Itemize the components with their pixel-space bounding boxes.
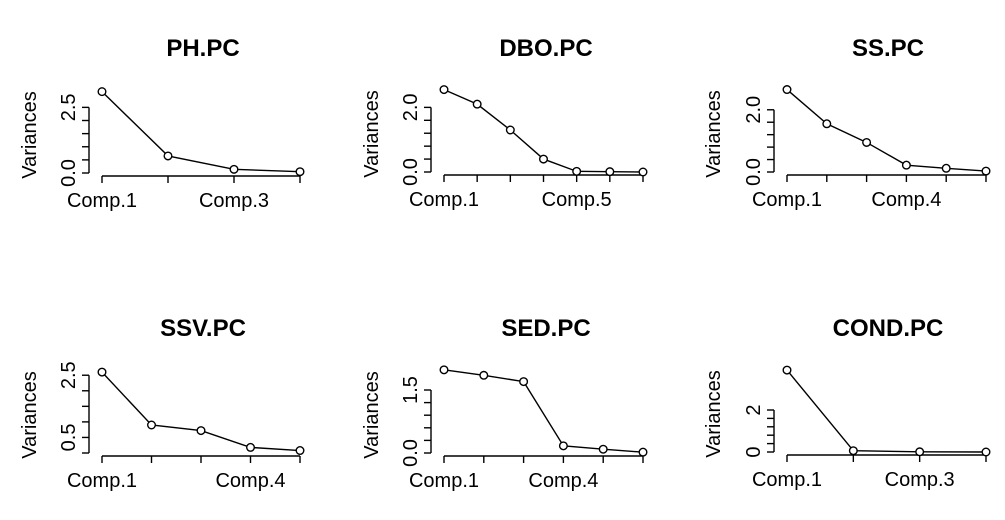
y-tick-label: 0: [743, 446, 765, 457]
variance-point: [97, 367, 107, 377]
variance-point: [439, 85, 449, 95]
y-axis-label: Variances: [19, 371, 41, 458]
x-tick-label: Comp.5: [542, 189, 612, 211]
variance-point: [862, 137, 872, 147]
variance-point: [295, 446, 305, 456]
variance-line: [101, 371, 301, 452]
variance-point: [146, 420, 156, 430]
chart-title: PH.PC: [166, 35, 239, 62]
variance-point: [519, 377, 529, 387]
variance-point: [901, 160, 911, 170]
variance-point: [605, 167, 615, 177]
variance-point: [981, 447, 991, 457]
variance-point: [941, 163, 951, 173]
y-axis-label: Variances: [703, 370, 725, 457]
x-tick-label: Comp.3: [885, 469, 955, 491]
x-tick-label: Comp.4: [871, 189, 941, 211]
variance-point: [598, 444, 608, 454]
scree-panel-dbo-pc: DBO.PC Variances Comp.1 Comp.5 0.0 2.0: [361, 35, 648, 211]
variance-point: [638, 167, 648, 177]
x-tick-label: Comp.3: [199, 190, 269, 212]
x-tick-label: Comp.1: [409, 189, 479, 211]
variance-point: [572, 166, 582, 176]
variance-point: [782, 85, 792, 95]
scree-panel-sed-pc: SED.PC Variances Comp.1 Comp.4 0.0 1.5: [361, 315, 648, 492]
y-tick-label: 2.5: [58, 93, 80, 121]
variance-point: [848, 446, 858, 456]
variance-point: [196, 426, 206, 436]
scree-panel-cond-pc: COND.PC Variances Comp.1 Comp.3 0 2: [703, 315, 991, 491]
variance-point: [479, 370, 489, 380]
x-tick-label: Comp.1: [67, 470, 137, 492]
variance-point: [439, 365, 449, 375]
variance-point: [822, 119, 832, 129]
chart-title: SS.PC: [852, 35, 924, 62]
x-tick-label: Comp.1: [409, 470, 479, 492]
variance-point: [539, 154, 549, 164]
y-tick-label: 0.0: [58, 159, 80, 187]
scree-panel-ssv-pc: SSV.PC Variances Comp.1 Comp.4 0.5 2.5: [19, 315, 305, 492]
y-tick-label: 0.0: [400, 439, 422, 467]
variance-point: [163, 151, 173, 161]
y-tick-label: 0.5: [58, 424, 80, 452]
variance-point: [245, 442, 255, 452]
variance-point: [915, 447, 925, 457]
chart-title: SED.PC: [501, 315, 590, 342]
variance-point: [981, 166, 991, 176]
variance-point: [97, 87, 107, 97]
variance-point: [472, 99, 482, 109]
y-tick-label: 2.5: [58, 361, 80, 389]
variance-line: [786, 369, 987, 453]
variance-point: [505, 125, 515, 135]
x-tick-label: Comp.1: [67, 190, 137, 212]
scree-panel-ss-pc: SS.PC Variances Comp.1 Comp.4 0.0 2.0: [703, 35, 991, 211]
variance-line: [443, 369, 644, 453]
y-axis-label: Variances: [703, 90, 725, 177]
x-tick-label: Comp.1: [752, 189, 822, 211]
chart-title: DBO.PC: [499, 35, 592, 62]
y-tick-label: 0.0: [400, 158, 422, 186]
variance-point: [782, 365, 792, 375]
y-axis-label: Variances: [361, 371, 383, 458]
variance-point: [229, 164, 239, 174]
x-tick-label: Comp.4: [215, 470, 285, 492]
variance-line: [786, 89, 987, 172]
y-tick-label: 2.0: [743, 96, 765, 124]
chart-title: SSV.PC: [160, 315, 246, 342]
y-tick-label: 2.0: [400, 93, 422, 121]
variance-point: [295, 167, 305, 177]
y-axis-label: Variances: [361, 90, 383, 177]
x-tick-label: Comp.1: [752, 469, 822, 491]
scree-panel-ph-pc: PH.PC Variances Comp.1 Comp.3 0.0 2.5: [19, 35, 305, 212]
y-tick-label: 2: [743, 404, 765, 415]
y-axis-label: Variances: [19, 91, 41, 178]
y-tick-label: 1.5: [400, 376, 422, 404]
variance-point: [638, 447, 648, 457]
x-tick-label: Comp.4: [528, 470, 598, 492]
variance-line: [101, 91, 301, 173]
variance-point: [558, 441, 568, 451]
chart-title: COND.PC: [833, 315, 944, 342]
y-tick-label: 0.0: [743, 158, 765, 186]
